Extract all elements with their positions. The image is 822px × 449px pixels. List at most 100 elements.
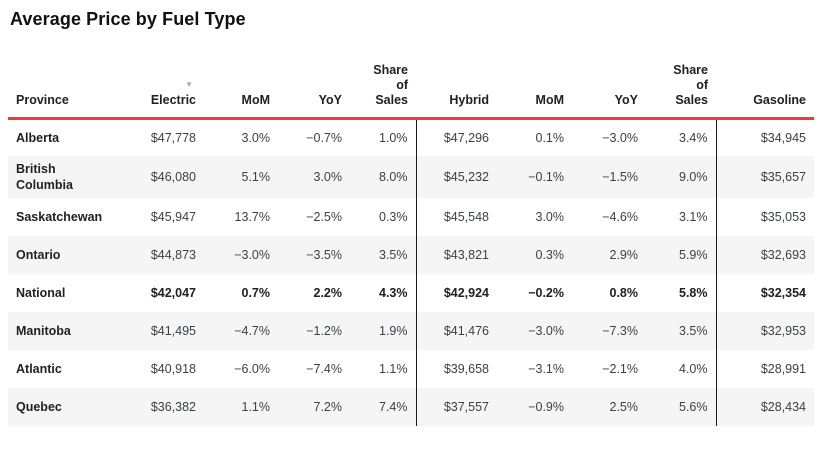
table-row: Manitoba $41,495 −4.7% −1.2% 1.9% $41,476 −3.0… (8, 312, 814, 350)
table-body: Alberta $47,778 3.0% −0.7% 1.0% $47,296 0.1% −3… (8, 118, 814, 426)
value-cell: 2.9% (609, 248, 639, 262)
value-cell: 1.1% (241, 400, 271, 414)
page-title: Average Price by Fuel Type (10, 9, 246, 29)
value-cell: 4.0% (679, 362, 708, 376)
value-cell: −3.5% (306, 248, 342, 262)
value-cell: 1.1% (379, 362, 408, 376)
value-cell: 5.6% (679, 400, 708, 414)
value-cell: $36,382 (150, 400, 196, 414)
value-cell: $41,495 (150, 324, 196, 338)
col-header-electric-label: Electric (150, 92, 196, 107)
value-cell: −3.0% (234, 248, 270, 262)
value-cell: 7.2% (313, 400, 343, 414)
province-cell: Ontario (16, 248, 61, 262)
value-cell: 1.0% (379, 130, 408, 145)
value-cell: 2.2% (313, 286, 343, 300)
col-header-mom-electric[interactable]: MoM (241, 92, 270, 107)
value-cell: 3.0% (241, 130, 271, 145)
value-cell: $34,945 (715, 118, 814, 156)
value-cell: −2.5% (306, 210, 342, 224)
value-cell: 2.5% (609, 400, 639, 414)
col-header-share-of-sales-electric-label: Share of Sales (373, 62, 408, 107)
value-cell: −0.7% (306, 130, 342, 145)
value-cell: $44,873 (150, 248, 196, 262)
table-row: Alberta $47,778 3.0% −0.7% 1.0% $47,296 0.1% −3… (8, 118, 814, 156)
value-cell: −6.0% (234, 362, 270, 376)
col-header-yoy-hybrid[interactable]: YoY (614, 92, 638, 107)
value-cell: $45,232 (415, 156, 497, 198)
fuel-price-table: Province ▼ Electric MoM YoY Share of Sal… (8, 30, 814, 426)
value-cell: 0.3% (379, 210, 408, 224)
value-cell: $45,947 (150, 210, 196, 224)
value-cell: $40,918 (150, 362, 196, 376)
value-cell: −7.3% (602, 324, 638, 338)
value-cell: −3.0% (528, 324, 564, 338)
col-header-yoy-electric[interactable]: YoY (318, 92, 342, 107)
province-cell: British Columbia (16, 162, 73, 192)
value-cell: −2.1% (602, 362, 638, 376)
value-cell: 3.0% (535, 210, 565, 224)
table-row: British Columbia $46,080 5.1% 3.0% 8.0% $45,2… (8, 156, 814, 198)
value-cell: $43,821 (415, 236, 497, 274)
col-header-electric[interactable]: ▼ Electric (112, 30, 204, 118)
table-row: National $42,047 0.7% 2.2% 4.3% $42,924 −0.2% 0… (8, 274, 814, 312)
value-cell: −0.1% (528, 170, 564, 184)
value-cell: $47,296 (415, 118, 497, 156)
value-cell: −0.9% (528, 400, 564, 414)
value-cell: 5.1% (241, 170, 271, 184)
col-header-mom-hybrid[interactable]: MoM (535, 92, 564, 107)
value-cell: $42,924 (415, 274, 497, 312)
value-cell: $45,548 (415, 198, 497, 236)
value-cell: 0.1% (535, 130, 565, 145)
province-cell: Saskatchewan (16, 210, 103, 224)
value-cell: 5.9% (679, 248, 708, 262)
table-row: Atlantic $40,918 −6.0% −7.4% 1.1% $39,658 −3.1… (8, 350, 814, 388)
value-cell: −7.4% (306, 362, 342, 376)
value-cell: 13.7% (234, 210, 270, 224)
value-cell: $39,658 (415, 350, 497, 388)
province-cell: Quebec (16, 400, 62, 414)
value-cell: 4.3% (379, 286, 408, 300)
value-cell: $46,080 (150, 170, 196, 184)
province-cell: Atlantic (16, 362, 62, 376)
col-header-share-of-sales-hybrid[interactable]: Share of Sales (646, 30, 716, 118)
value-cell: 0.8% (609, 286, 639, 300)
col-header-share-of-sales-electric[interactable]: Share of Sales (350, 30, 416, 118)
value-cell: 3.4% (679, 130, 708, 145)
value-cell: $35,657 (715, 156, 814, 198)
value-cell: 0.3% (535, 248, 565, 262)
sort-desc-icon[interactable]: ▼ (185, 79, 193, 89)
province-cell: National (16, 286, 66, 300)
value-cell: 0.7% (241, 286, 271, 300)
province-cell: Alberta (16, 130, 60, 145)
value-cell: −4.7% (234, 324, 270, 338)
value-cell: $32,953 (715, 312, 814, 350)
col-header-gasoline[interactable]: Gasoline (753, 92, 806, 107)
value-cell: $32,354 (715, 274, 814, 312)
value-cell: 3.5% (679, 324, 708, 338)
value-cell: −4.6% (602, 210, 638, 224)
value-cell: −1.5% (602, 170, 638, 184)
header-row: Province ▼ Electric MoM YoY Share of Sal… (8, 30, 814, 118)
province-cell: Manitoba (16, 324, 71, 338)
col-header-province[interactable]: Province (16, 92, 69, 107)
value-cell: $41,476 (415, 312, 497, 350)
value-cell: $32,693 (715, 236, 814, 274)
value-cell: $47,778 (150, 130, 196, 145)
table-row: Ontario $44,873 −3.0% −3.5% 3.5% $43,821 0.3% 2… (8, 236, 814, 274)
value-cell: 8.0% (379, 170, 408, 184)
col-header-share-of-sales-hybrid-label: Share of Sales (673, 62, 708, 107)
table-header: Province ▼ Electric MoM YoY Share of Sal… (8, 30, 814, 118)
value-cell: 7.4% (379, 400, 408, 414)
value-cell: $28,434 (715, 388, 814, 426)
value-cell: 3.0% (313, 170, 343, 184)
value-cell: 1.9% (379, 324, 408, 338)
value-cell: 5.8% (679, 286, 708, 300)
value-cell: −3.1% (528, 362, 564, 376)
value-cell: 3.1% (679, 210, 708, 224)
value-cell: −3.0% (602, 130, 638, 145)
value-cell: $42,047 (150, 286, 196, 300)
col-header-hybrid[interactable]: Hybrid (449, 92, 489, 107)
table-row: Saskatchewan $45,947 13.7% −2.5% 0.3% $45,548… (8, 198, 814, 236)
value-cell: −1.2% (306, 324, 342, 338)
